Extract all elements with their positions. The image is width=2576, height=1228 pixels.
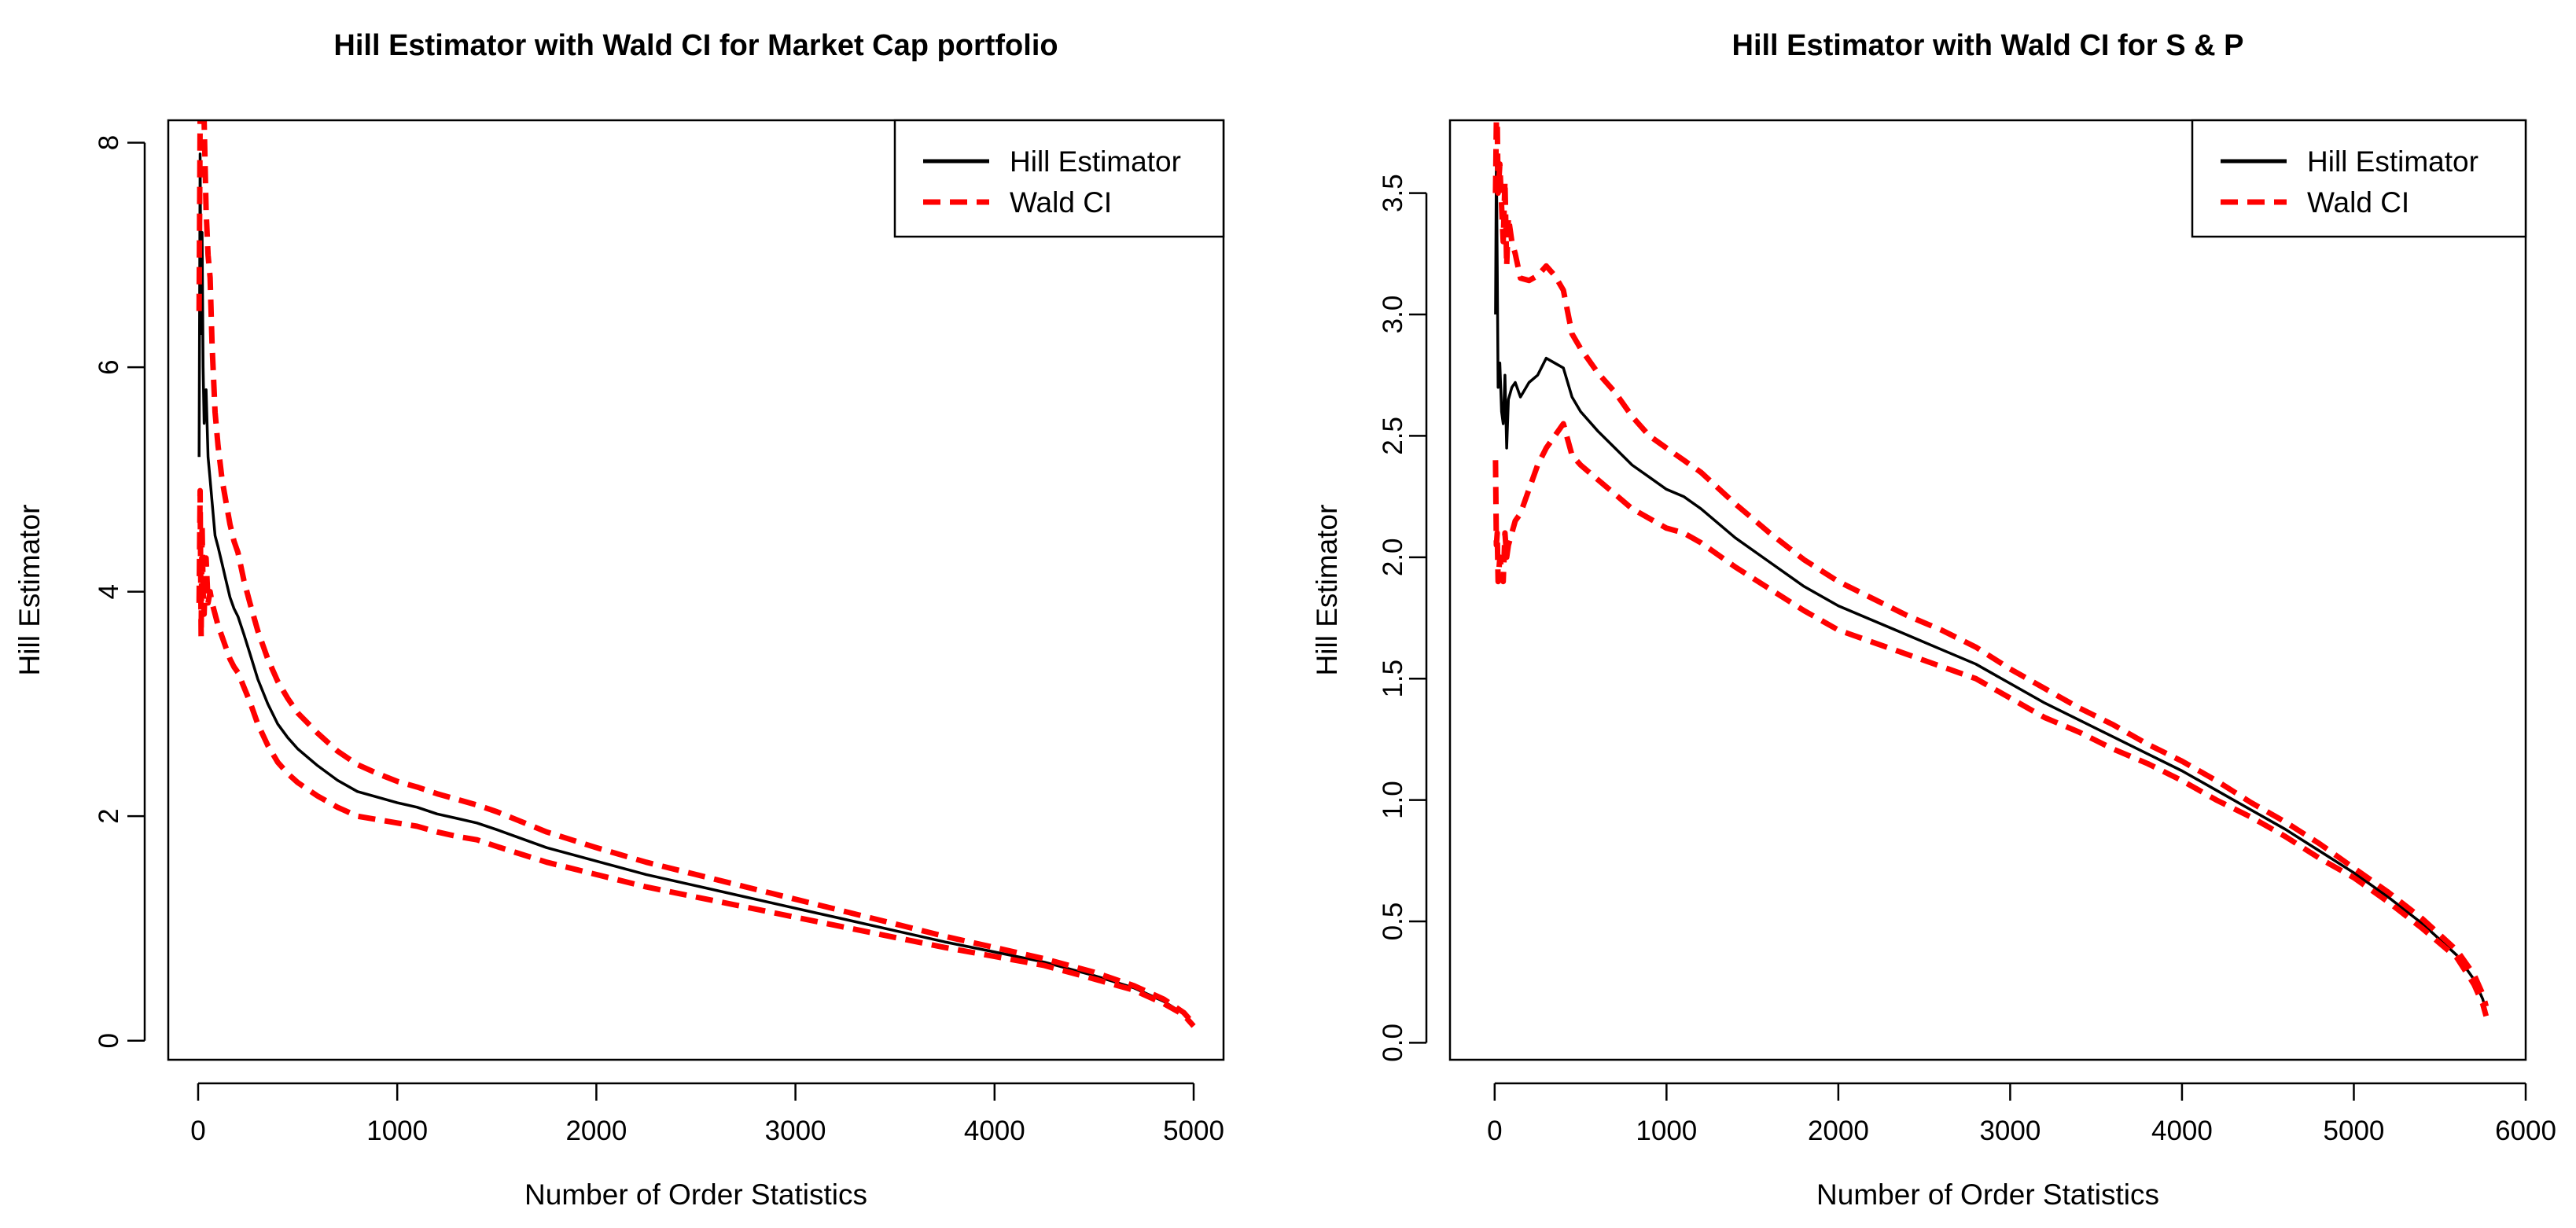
chart-1-x-tick-label: 4000 [2151, 1116, 2213, 1146]
chart-1-legend-label: Hill Estimator [2307, 145, 2478, 178]
chart-0-series-wald-ci-upper [196, 120, 1196, 1026]
chart-1-y-tick-label: 1.5 [1378, 660, 1408, 698]
chart-0-y-axis-label: Hill Estimator [13, 505, 46, 676]
chart-0-x-axis-label: Number of Order Statistics [524, 1178, 867, 1211]
chart-0-y-tick-label: 4 [94, 584, 124, 599]
chart-1-plot-frame [1448, 119, 2527, 1061]
chart-0-x-tick-label: 5000 [1163, 1116, 1224, 1146]
chart-0-x-tick-label: 2000 [565, 1116, 627, 1146]
chart-1-y-tick-label: 2.5 [1378, 417, 1408, 455]
chart-0-title: Hill Estimator with Wald CI for Market C… [333, 29, 1058, 62]
chart-0-x-tick-label: 0 [190, 1116, 205, 1146]
chart-0-x-tick-label: 1000 [366, 1116, 428, 1146]
chart-0-plot-frame [167, 119, 1225, 1061]
chart-0-x-tick-label: 4000 [964, 1116, 1025, 1146]
chart-1-x-tick-label: 1000 [1636, 1116, 1697, 1146]
market-cap-chart-panel: Hill Estimator with Wald CI for Market C… [13, 29, 1225, 1211]
chart-0-legend-box [893, 119, 1225, 238]
chart-1-y-tick-label: 3.0 [1378, 296, 1408, 334]
chart-1-series-wald-ci-upper [1492, 120, 2490, 1008]
chart-0-y-tick-label: 6 [94, 359, 124, 374]
chart-1-y-tick-label: 1.0 [1378, 781, 1408, 819]
chart-1-y-tick-label: 3.5 [1378, 174, 1408, 212]
chart-0-legend-label: Wald CI [1010, 186, 1112, 219]
chart-0-series-hill-estimator [197, 153, 1195, 1026]
chart-1-legend-label: Wald CI [2307, 186, 2409, 219]
chart-0-y-tick-label: 0 [94, 1033, 124, 1048]
chart-1-x-axis-label: Number of Order Statistics [1816, 1178, 2159, 1211]
chart-1-series-hill-estimator [1494, 155, 2488, 1012]
chart-1-y-tick-label: 2.0 [1378, 538, 1408, 576]
chart-1-x-tick-label: 3000 [1979, 1116, 2041, 1146]
chart-1-legend-box [2191, 119, 2527, 238]
chart-0-legend-label: Hill Estimator [1010, 145, 1181, 178]
chart-1-x-tick-label: 6000 [2495, 1116, 2556, 1146]
chart-1-y-tick-label: 0.0 [1378, 1024, 1408, 1062]
chart-1-y-axis-label: Hill Estimator [1311, 505, 1343, 676]
chart-1-series-wald-ci-lower [1492, 421, 2490, 1017]
sp-chart-panel: Hill Estimator with Wald CI for S & P 0 10… [1311, 29, 2556, 1211]
chart-1-y-tick-label: 0.5 [1378, 903, 1408, 941]
chart-0-y-tick-label: 2 [94, 808, 124, 823]
chart-1-title: Hill Estimator with Wald CI for S & P [1732, 29, 2244, 62]
chart-1-x-tick-label: 5000 [2324, 1116, 2385, 1146]
chart-0-y-tick-label: 8 [94, 135, 124, 150]
chart-1-x-tick-label: 0 [1487, 1116, 1502, 1146]
chart-0-x-tick-label: 3000 [765, 1116, 826, 1146]
chart-0-series-wald-ci-lower [196, 487, 1196, 1028]
chart-1-x-tick-label: 2000 [1808, 1116, 1869, 1146]
